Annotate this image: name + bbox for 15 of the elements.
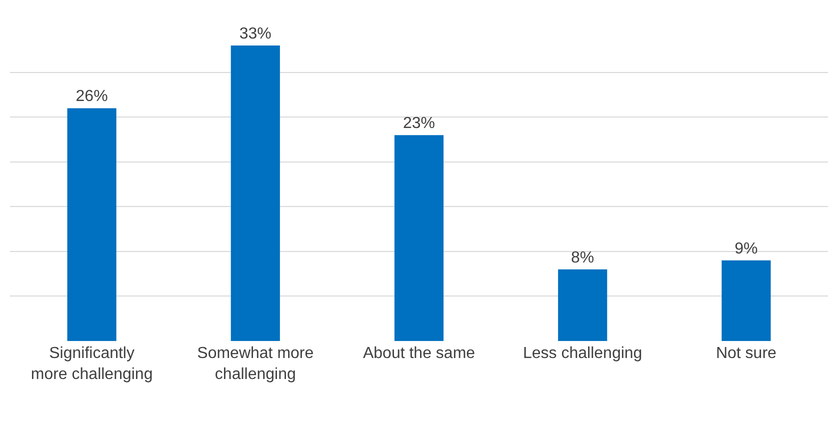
x-tick-label: Not sure — [716, 345, 777, 362]
data-label: 26% — [76, 88, 108, 106]
data-label: 8% — [571, 249, 594, 266]
bar — [394, 135, 444, 341]
bar — [67, 108, 116, 341]
data-label: 23% — [402, 115, 436, 132]
x-tick-label: Less challenging — [523, 345, 642, 362]
x-tick-label: About the same — [362, 345, 476, 362]
data-label: 33% — [239, 26, 272, 43]
bar — [230, 46, 280, 341]
x-tick-label: Significantly more challenging — [30, 345, 153, 383]
data-label: 9% — [734, 240, 758, 258]
x-tick-label: Somewhat more challenging — [197, 345, 314, 383]
bar — [722, 260, 771, 341]
bar — [558, 269, 608, 341]
